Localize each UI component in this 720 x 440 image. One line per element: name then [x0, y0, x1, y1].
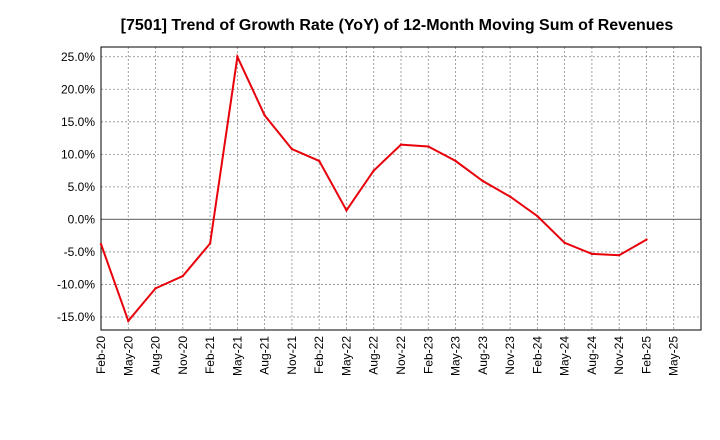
x-tick-label: Nov-20 — [176, 336, 190, 375]
x-tick-label: May-25 — [667, 336, 681, 376]
data-point — [563, 241, 566, 245]
data-point — [617, 253, 621, 257]
y-tick-label: 0.0% — [68, 212, 96, 226]
data-point — [372, 169, 375, 172]
y-tick-label: 15.0% — [61, 115, 95, 129]
data-point — [645, 238, 648, 241]
chart-title: [7501] Trend of Growth Rate (YoY) of 12-… — [121, 17, 674, 34]
x-tick-label: Aug-20 — [149, 336, 163, 375]
data-point — [99, 242, 103, 246]
y-tick-label: 20.0% — [61, 82, 95, 96]
x-tick-label: Nov-23 — [503, 336, 517, 375]
x-tick-label: May-20 — [121, 336, 135, 376]
x-tick-label: Nov-24 — [612, 336, 626, 375]
data-point — [399, 143, 403, 146]
series-layer — [99, 53, 648, 323]
x-tick-label: Feb-21 — [203, 336, 217, 374]
grid-layer — [101, 47, 701, 330]
x-tick-label: May-24 — [558, 336, 572, 376]
data-point — [181, 274, 185, 278]
axis-layer — [100, 46, 702, 331]
y-tick-label: -10.0% — [57, 277, 95, 291]
data-point — [127, 319, 130, 323]
data-point — [508, 195, 512, 198]
data-point — [454, 159, 457, 163]
data-point — [481, 179, 485, 183]
x-tick-label: May-22 — [339, 336, 353, 376]
x-tick-label: Aug-23 — [476, 336, 490, 375]
y-tick-label: 5.0% — [68, 180, 96, 194]
data-point — [317, 159, 321, 163]
data-point — [536, 214, 539, 218]
x-tick-label: Feb-23 — [421, 336, 435, 374]
data-point — [154, 287, 157, 290]
x-tick-label: Nov-21 — [285, 336, 299, 375]
x-tick-label: Feb-22 — [312, 336, 326, 374]
x-tick-label: Nov-22 — [394, 336, 408, 375]
x-tick-label: Aug-24 — [585, 336, 599, 375]
x-tick-label: Aug-21 — [258, 336, 272, 375]
x-tick-label: Aug-22 — [367, 336, 381, 375]
x-tick-label: Feb-24 — [530, 336, 544, 374]
data-point — [208, 242, 212, 245]
x-tick-label: Feb-20 — [94, 336, 108, 374]
y-tick-label: 25.0% — [61, 50, 95, 64]
data-point — [590, 252, 594, 256]
x-tick-label: May-21 — [230, 336, 244, 376]
data-point — [263, 114, 266, 117]
y-tick-label: -5.0% — [64, 245, 96, 259]
x-tick-label: May-23 — [449, 336, 463, 376]
data-point — [290, 147, 294, 151]
data-point — [427, 145, 430, 148]
data-point — [236, 55, 239, 58]
x-tick-label: Feb-25 — [639, 336, 653, 374]
x-tick-labels: Feb-20 May-20 Aug-20 Nov-20 Feb-21 May-21 Aug-… — [94, 336, 681, 376]
plot-frame — [100, 46, 702, 331]
data-point — [345, 209, 348, 212]
y-tick-label: -15.0% — [57, 310, 95, 324]
y-tick-label: 10.0% — [61, 147, 95, 161]
y-tick-labels: 25.0% 20.0% 15.0% 10.0% 5.0% 0.0% -5.0% -10.0% -… — [57, 50, 95, 324]
